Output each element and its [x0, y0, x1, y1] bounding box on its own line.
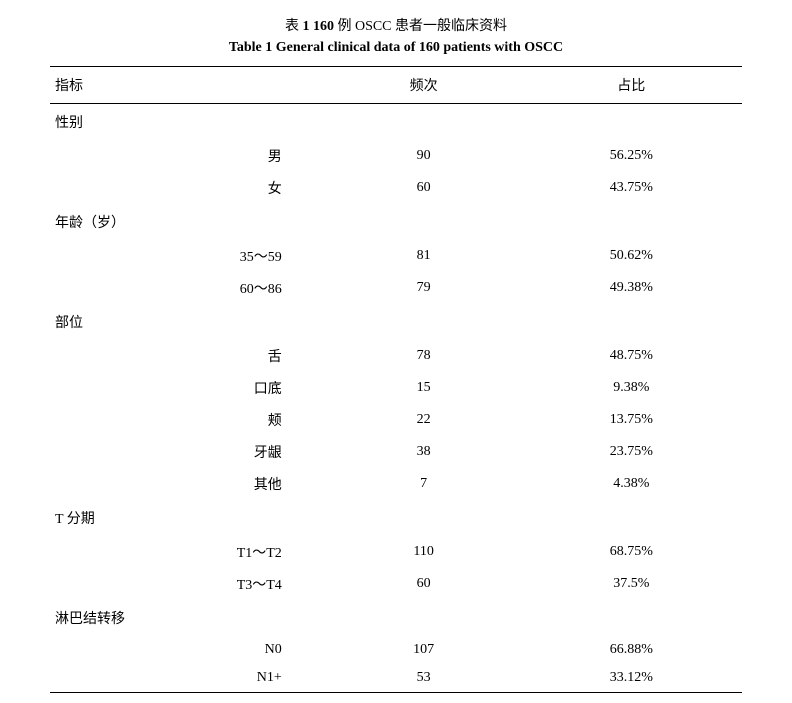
row-frequency: 79: [327, 272, 521, 304]
row-label: 男: [50, 140, 327, 172]
table-row: 牙龈3823.75%: [50, 436, 742, 468]
row-percentage: 68.75%: [521, 536, 742, 568]
row-frequency: 38: [327, 436, 521, 468]
header-indicator: 指标: [50, 67, 327, 104]
row-percentage: 66.88%: [521, 636, 742, 664]
row-frequency: 90: [327, 140, 521, 172]
row-frequency: 107: [327, 636, 521, 664]
row-frequency: 60: [327, 172, 521, 204]
row-label: T1～T2: [50, 536, 327, 568]
row-label: N1+: [50, 664, 327, 693]
table-row: 舌7848.75%: [50, 340, 742, 372]
table-row: 男9056.25%: [50, 140, 742, 172]
title-cn-prefix: 表: [285, 19, 303, 34]
group-header-row: 年龄（岁）: [50, 204, 742, 240]
row-percentage: 9.38%: [521, 372, 742, 404]
row-label: 60～86: [50, 272, 327, 304]
row-frequency: 7: [327, 468, 521, 500]
row-percentage: 37.5%: [521, 568, 742, 600]
table-row: N010766.88%: [50, 636, 742, 664]
group-header-row: 部位: [50, 304, 742, 340]
row-label: 颊: [50, 404, 327, 436]
title-english: Table 1 General clinical data of 160 pat…: [50, 40, 742, 56]
row-frequency: 22: [327, 404, 521, 436]
row-frequency: 15: [327, 372, 521, 404]
row-label: 35～59: [50, 240, 327, 272]
table-row: 颊2213.75%: [50, 404, 742, 436]
table-header-row: 指标 频次 占比: [50, 67, 742, 104]
row-percentage: 48.75%: [521, 340, 742, 372]
group-name: 年龄（岁）: [50, 204, 742, 240]
group-header-row: 淋巴结转移: [50, 600, 742, 636]
clinical-data-table: 指标 频次 占比 性别男9056.25%女6043.75%年龄（岁）35～598…: [50, 66, 742, 693]
row-label: 口底: [50, 372, 327, 404]
row-percentage: 56.25%: [521, 140, 742, 172]
row-frequency: 81: [327, 240, 521, 272]
header-percentage: 占比: [521, 67, 742, 104]
row-frequency: 110: [327, 536, 521, 568]
row-percentage: 4.38%: [521, 468, 742, 500]
table-row: 35～598150.62%: [50, 240, 742, 272]
table-row: 口底159.38%: [50, 372, 742, 404]
group-name: 部位: [50, 304, 742, 340]
row-frequency: 78: [327, 340, 521, 372]
table-row: 其他74.38%: [50, 468, 742, 500]
title-chinese: 表 1 160 例 OSCC 患者一般临床资料: [50, 15, 742, 35]
row-frequency: 53: [327, 664, 521, 693]
row-label: 舌: [50, 340, 327, 372]
group-name: T 分期: [50, 500, 742, 536]
row-label: N0: [50, 636, 327, 664]
row-label: T3～T4: [50, 568, 327, 600]
table-row: 女6043.75%: [50, 172, 742, 204]
title-cn-rest: 例 OSCC 患者一般临床资料: [337, 19, 507, 34]
group-header-row: T 分期: [50, 500, 742, 536]
row-frequency: 60: [327, 568, 521, 600]
row-percentage: 49.38%: [521, 272, 742, 304]
row-percentage: 50.62%: [521, 240, 742, 272]
group-name: 淋巴结转移: [50, 600, 742, 636]
table-row: T1～T211068.75%: [50, 536, 742, 568]
title-cn-num: 1 160: [302, 19, 337, 34]
row-label: 牙龈: [50, 436, 327, 468]
group-name: 性别: [50, 104, 742, 141]
table-row: N1+5333.12%: [50, 664, 742, 693]
row-percentage: 43.75%: [521, 172, 742, 204]
row-percentage: 13.75%: [521, 404, 742, 436]
group-header-row: 性别: [50, 104, 742, 141]
row-percentage: 23.75%: [521, 436, 742, 468]
header-frequency: 频次: [327, 67, 521, 104]
row-percentage: 33.12%: [521, 664, 742, 693]
table-row: 60～867949.38%: [50, 272, 742, 304]
table-row: T3～T46037.5%: [50, 568, 742, 600]
row-label: 其他: [50, 468, 327, 500]
row-label: 女: [50, 172, 327, 204]
table-body: 性别男9056.25%女6043.75%年龄（岁）35～598150.62%60…: [50, 104, 742, 693]
